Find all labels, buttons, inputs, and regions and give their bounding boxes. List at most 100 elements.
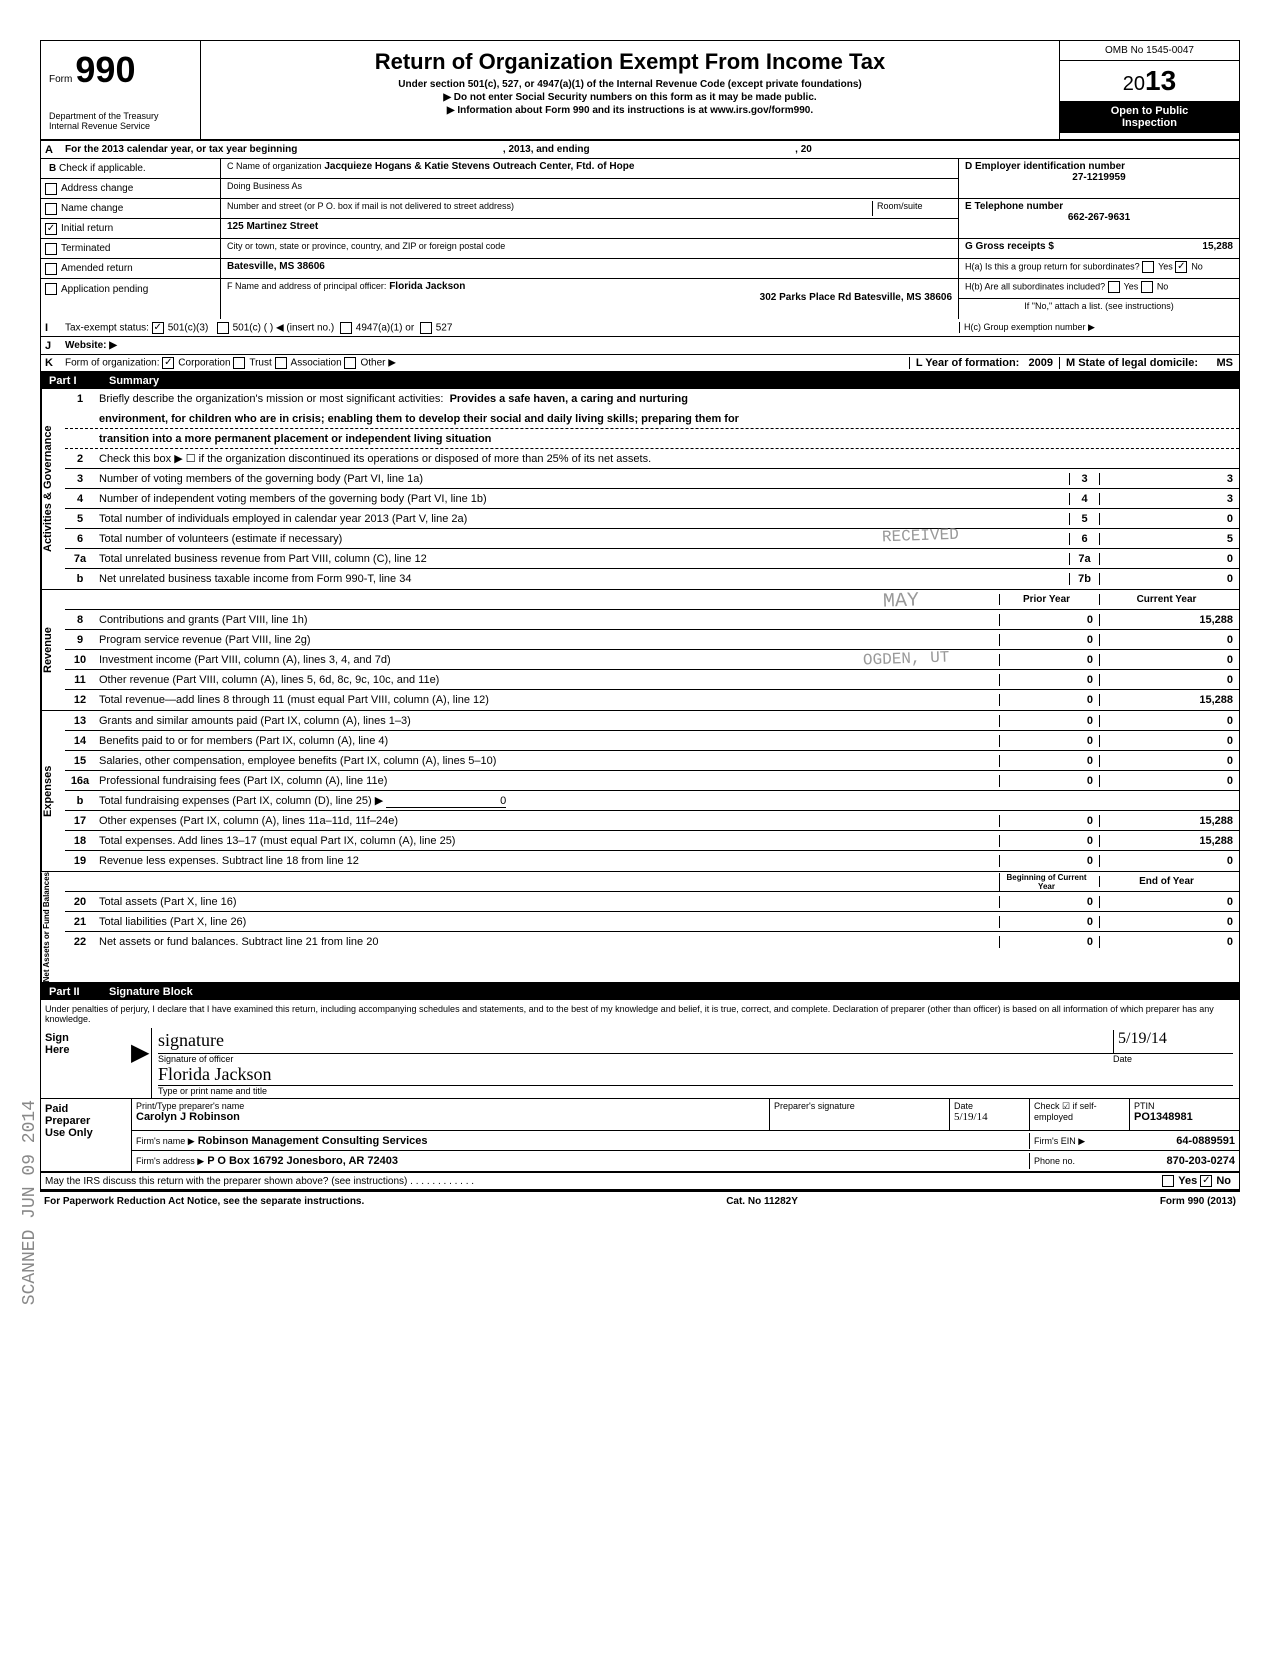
form-990: Form 990 Department of the Treasury Inte… — [40, 40, 1240, 1192]
checkbox-other[interactable] — [344, 357, 356, 369]
officer-addr: 302 Parks Place Rd Batesville, MS 38606 — [760, 292, 952, 303]
firm-addr: P O Box 16792 Jonesboro, AR 72403 — [207, 1155, 398, 1167]
checkbox-hb-no[interactable] — [1141, 281, 1153, 293]
checkbox-501c[interactable] — [217, 322, 229, 334]
val-15: 0 — [1099, 755, 1239, 767]
declaration: Under penalties of perjury, I declare th… — [41, 1000, 1239, 1028]
state-domicile: MS — [1217, 357, 1234, 369]
val-14: 0 — [1099, 735, 1239, 747]
checkbox-corp[interactable] — [162, 357, 174, 369]
ogden-stamp: OGDEN, UT — [862, 648, 949, 669]
title-box: Return of Organization Exempt From Incom… — [201, 41, 1059, 139]
checkbox-hb-yes[interactable] — [1108, 281, 1120, 293]
line-j: J Website: ▶ — [41, 337, 1239, 355]
mission-3: transition into a more permanent placeme… — [95, 431, 1239, 447]
checkbox-ha-yes[interactable] — [1142, 261, 1154, 273]
gross-receipts: 15,288 — [1202, 241, 1233, 252]
checkbox-assoc[interactable] — [275, 357, 287, 369]
val-21: 0 — [1099, 916, 1239, 928]
checkbox-name-change[interactable] — [45, 203, 57, 215]
checkbox-discuss-no[interactable] — [1200, 1175, 1212, 1187]
footer: For Paperwork Reduction Act Notice, see … — [40, 1192, 1240, 1211]
subtitle-2: ▶ Do not enter Social Security numbers o… — [209, 92, 1051, 103]
val-18: 15,288 — [1099, 835, 1239, 847]
checkbox-discuss-yes[interactable] — [1162, 1175, 1174, 1187]
officer-signature: signature — [158, 1030, 1113, 1053]
checkbox-527[interactable] — [420, 322, 432, 334]
line-a: A For the 2013 calendar year, or tax yea… — [41, 141, 1239, 159]
revenue-label: Revenue — [41, 590, 65, 710]
info-grid: BCheck if applicable. Address change Nam… — [41, 159, 1239, 319]
officer-typed-name: Florida Jackson — [158, 1064, 1233, 1086]
scanned-stamp: SCANNED JUN 09 2014 — [20, 1100, 40, 1305]
val-5: 0 — [1099, 513, 1239, 525]
omb-number: OMB No 1545-0047 — [1060, 41, 1239, 61]
val-10: 0 — [1099, 654, 1239, 666]
val-22: 0 — [1099, 936, 1239, 948]
org-city: Batesville, MS 38606 — [227, 261, 325, 272]
val-20: 0 — [1099, 896, 1239, 908]
revenue-section: Revenue Prior YearCurrent Year MAY 8Cont… — [41, 590, 1239, 711]
discuss-row: May the IRS discuss this return with the… — [41, 1173, 1239, 1191]
dept-irs: Internal Revenue Service — [49, 121, 192, 131]
val-11: 0 — [1099, 674, 1239, 686]
dept-treasury: Department of the Treasury — [49, 111, 192, 121]
netassets-label: Net Assets or Fund Balances — [41, 872, 65, 982]
firm-phone: 870-203-0274 — [1166, 1155, 1235, 1167]
checkbox-trust[interactable] — [233, 357, 245, 369]
sign-here: Sign Here ▶ signature 5/19/14 Signature … — [41, 1028, 1239, 1099]
val-8: 15,288 — [1099, 614, 1239, 626]
part-1-header: Part I Summary — [41, 373, 1239, 389]
checkbox-terminated[interactable] — [45, 243, 57, 255]
checkbox-app-pending[interactable] — [45, 283, 57, 295]
val-12: 15,288 — [1099, 694, 1239, 706]
checkbox-4947[interactable] — [340, 322, 352, 334]
val-19: 0 — [1099, 855, 1239, 867]
tax-year: 2013 — [1060, 61, 1239, 101]
line-hc: H(c) Group exemption number ▶ — [959, 322, 1239, 333]
checkbox-addr-change[interactable] — [45, 183, 57, 195]
org-info: C Name of organization Jacquieze Hogans … — [221, 159, 959, 319]
activities-label: Activities & Governance — [41, 389, 65, 589]
checkbox-501c3[interactable] — [152, 322, 164, 334]
officer-name: Florida Jackson — [389, 281, 465, 292]
line-k: K Form of organization: Corporation Trus… — [41, 355, 1239, 373]
mission-2: environment, for children who are in cri… — [95, 411, 1239, 427]
form-header: Form 990 Department of the Treasury Inte… — [41, 41, 1239, 141]
checkboxes-b: BCheck if applicable. Address change Nam… — [41, 159, 221, 319]
val-3: 3 — [1099, 473, 1239, 485]
paid-preparer: Paid Preparer Use Only Print/Type prepar… — [41, 1099, 1239, 1173]
expenses-label: Expenses — [41, 711, 65, 871]
val-17: 15,288 — [1099, 815, 1239, 827]
line-i: I Tax-exempt status: 501(c)(3) 501(c) ( … — [41, 319, 1239, 337]
year-box: OMB No 1545-0047 2013 Open to Public Ins… — [1059, 41, 1239, 139]
val-4: 3 — [1099, 493, 1239, 505]
firm-ein: 64-0889591 — [1176, 1135, 1235, 1147]
preparer-name: Carolyn J Robinson — [136, 1111, 765, 1123]
org-street: 125 Martinez Street — [227, 221, 318, 232]
netassets-section: Net Assets or Fund Balances Beginning of… — [41, 872, 1239, 984]
checkbox-amended[interactable] — [45, 263, 57, 275]
part-2-header: Part II Signature Block — [41, 984, 1239, 1000]
val-7b: 0 — [1099, 573, 1239, 585]
mission-1: Provides a safe haven, a caring and nurt… — [450, 393, 688, 405]
subtitle-3: ▶ Information about Form 990 and its ins… — [209, 105, 1051, 116]
may-stamp: MAY — [883, 589, 920, 613]
val-7a: 0 — [1099, 553, 1239, 565]
phone: 662-267-9631 — [965, 212, 1233, 223]
ptin: PO1348981 — [1134, 1111, 1235, 1123]
firm-name: Robinson Management Consulting Services — [198, 1135, 428, 1147]
checkbox-ha-no[interactable] — [1175, 261, 1187, 273]
expenses-section: Expenses 13Grants and similar amounts pa… — [41, 711, 1239, 872]
form-id-box: Form 990 Department of the Treasury Inte… — [41, 41, 201, 139]
year-formation: 2009 — [1029, 357, 1053, 369]
sign-date: 5/19/14 — [1113, 1030, 1233, 1053]
checkbox-initial-return[interactable] — [45, 223, 57, 235]
right-info: D Employer identification number27-12199… — [959, 159, 1239, 319]
open-public: Open to Public Inspection — [1060, 101, 1239, 133]
val-6: 5 — [1099, 533, 1239, 545]
subtitle-1: Under section 501(c), 527, or 4947(a)(1)… — [209, 79, 1051, 90]
org-name: Jacquieze Hogans & Katie Stevens Outreac… — [324, 161, 634, 172]
activities-section: Activities & Governance 1Briefly describ… — [41, 389, 1239, 590]
ein: 27-1219959 — [965, 172, 1233, 183]
